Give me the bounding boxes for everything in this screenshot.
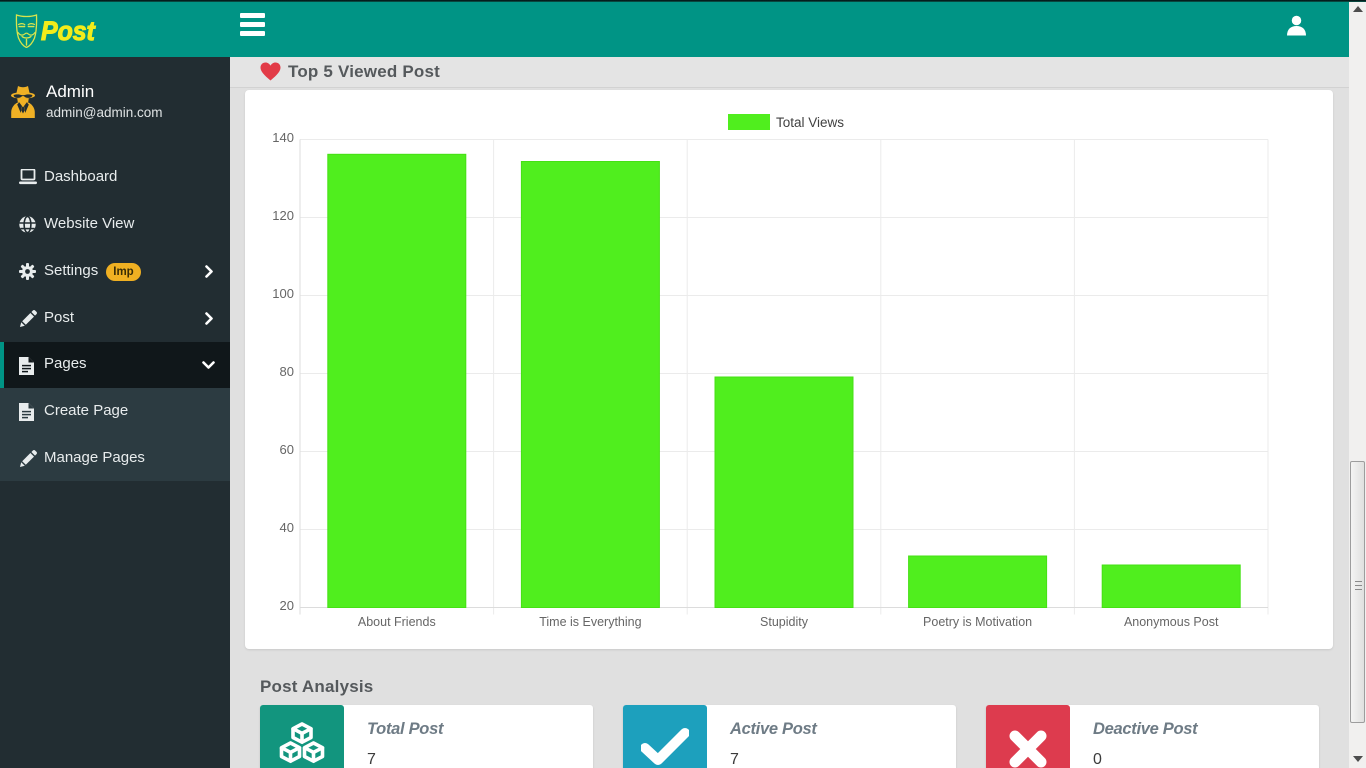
svg-text:20: 20 bbox=[280, 598, 294, 613]
svg-text:100: 100 bbox=[272, 286, 294, 301]
svg-text:120: 120 bbox=[272, 208, 294, 223]
svg-text:40: 40 bbox=[280, 520, 294, 535]
svg-text:140: 140 bbox=[272, 130, 294, 145]
svg-text:Anonymous Post: Anonymous Post bbox=[1124, 615, 1219, 629]
svg-text:Poetry is Motivation: Poetry is Motivation bbox=[923, 615, 1032, 629]
svg-text:80: 80 bbox=[280, 364, 294, 379]
svg-text:About Friends: About Friends bbox=[358, 615, 436, 629]
svg-text:Stupidity: Stupidity bbox=[760, 615, 809, 629]
svg-text:60: 60 bbox=[280, 442, 294, 457]
svg-text:Time is Everything: Time is Everything bbox=[539, 615, 641, 629]
svg-text:Total Views: Total Views bbox=[776, 115, 844, 130]
